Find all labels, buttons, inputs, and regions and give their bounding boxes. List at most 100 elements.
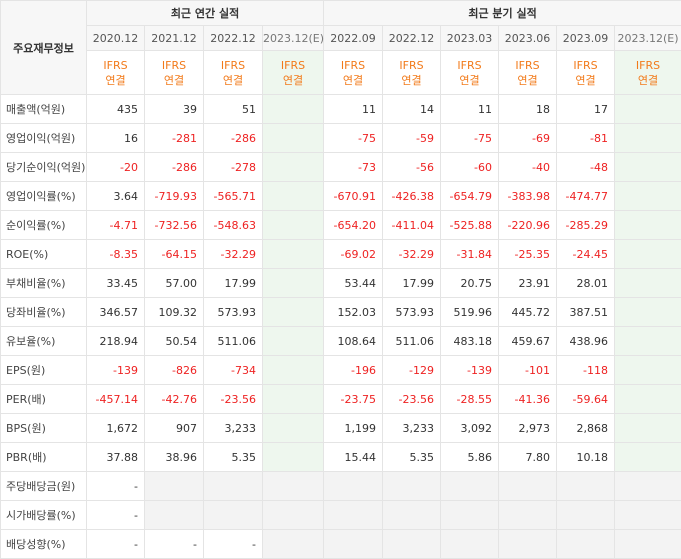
value-cell: -23.75 — [324, 385, 383, 414]
value-cell — [615, 95, 681, 124]
value-cell — [145, 501, 204, 530]
value-cell — [615, 472, 681, 501]
value-cell: -826 — [145, 356, 204, 385]
value-cell: -32.29 — [383, 240, 441, 269]
table-row: EPS(원)-139-826-734-196-129-139-101-118 — [1, 356, 681, 385]
value-cell — [441, 472, 499, 501]
value-cell — [204, 501, 263, 530]
value-cell — [441, 530, 499, 559]
value-cell — [615, 124, 681, 153]
row-label: 주당배당금(원) — [1, 472, 87, 501]
value-cell — [263, 472, 324, 501]
value-cell: 5.35 — [383, 443, 441, 472]
value-cell: -75 — [441, 124, 499, 153]
value-cell: - — [145, 530, 204, 559]
value-cell — [557, 472, 615, 501]
value-cell: 445.72 — [499, 298, 557, 327]
value-cell: -32.29 — [204, 240, 263, 269]
value-cell: -42.76 — [145, 385, 204, 414]
value-cell: 435 — [87, 95, 145, 124]
value-cell — [263, 327, 324, 356]
value-cell: 23.91 — [499, 269, 557, 298]
period-header: 2022.12 — [383, 26, 441, 51]
value-cell: -56 — [383, 153, 441, 182]
value-cell: 20.75 — [441, 269, 499, 298]
value-cell: 10.18 — [557, 443, 615, 472]
value-cell — [324, 501, 383, 530]
value-cell — [383, 472, 441, 501]
value-cell: - — [204, 530, 263, 559]
ifrs-text: IFRS — [383, 58, 440, 73]
consolidated-text: 연결 — [324, 73, 382, 88]
value-cell: -732.56 — [145, 211, 204, 240]
value-cell: 438.96 — [557, 327, 615, 356]
value-cell — [263, 240, 324, 269]
ifrs-text: IFRS — [441, 58, 498, 73]
value-cell — [615, 327, 681, 356]
value-cell: -64.15 — [145, 240, 204, 269]
value-cell — [324, 472, 383, 501]
value-cell — [263, 356, 324, 385]
value-cell: 17.99 — [383, 269, 441, 298]
value-cell: 573.93 — [204, 298, 263, 327]
quarter-header: 최근 분기 실적 — [324, 1, 681, 26]
value-cell — [499, 472, 557, 501]
value-cell: -670.91 — [324, 182, 383, 211]
value-cell: -101 — [499, 356, 557, 385]
value-cell — [499, 501, 557, 530]
value-cell — [615, 211, 681, 240]
value-cell: -73 — [324, 153, 383, 182]
value-cell: 346.57 — [87, 298, 145, 327]
row-label: PER(배) — [1, 385, 87, 414]
row-label: EPS(원) — [1, 356, 87, 385]
ifrs-text: IFRS — [324, 58, 382, 73]
value-cell: 18 — [499, 95, 557, 124]
value-cell — [615, 530, 681, 559]
row-label-header: 주요재무정보 — [1, 1, 87, 95]
value-cell: -525.88 — [441, 211, 499, 240]
value-cell: -8.35 — [87, 240, 145, 269]
value-cell — [615, 414, 681, 443]
value-cell: 5.86 — [441, 443, 499, 472]
value-cell: -474.77 — [557, 182, 615, 211]
consolidated-text: 연결 — [441, 73, 498, 88]
value-cell: -286 — [204, 124, 263, 153]
value-cell — [263, 298, 324, 327]
value-cell — [615, 240, 681, 269]
value-cell — [263, 269, 324, 298]
value-cell — [557, 530, 615, 559]
value-cell: -24.45 — [557, 240, 615, 269]
consolidated-text: 연결 — [145, 73, 203, 88]
value-cell: 11 — [324, 95, 383, 124]
value-cell: 3,092 — [441, 414, 499, 443]
value-cell: -220.96 — [499, 211, 557, 240]
value-cell — [263, 124, 324, 153]
value-cell: -20 — [87, 153, 145, 182]
period-header: 2023.03 — [441, 26, 499, 51]
value-cell: -59.64 — [557, 385, 615, 414]
row-label: 당좌비율(%) — [1, 298, 87, 327]
value-cell: 511.06 — [383, 327, 441, 356]
period-header: 2023.09 — [557, 26, 615, 51]
ifrs-text: IFRS — [87, 58, 144, 73]
row-label: 부채비율(%) — [1, 269, 87, 298]
value-cell: 152.03 — [324, 298, 383, 327]
value-cell: 1,199 — [324, 414, 383, 443]
value-cell: 15.44 — [324, 443, 383, 472]
row-label: 영업이익(억원) — [1, 124, 87, 153]
value-cell — [263, 153, 324, 182]
value-cell — [615, 298, 681, 327]
consolidated-text: 연결 — [263, 73, 323, 88]
value-cell: -548.63 — [204, 211, 263, 240]
value-cell — [145, 472, 204, 501]
consolidated-text: 연결 — [615, 73, 681, 88]
value-cell: -129 — [383, 356, 441, 385]
value-cell: -281 — [145, 124, 204, 153]
